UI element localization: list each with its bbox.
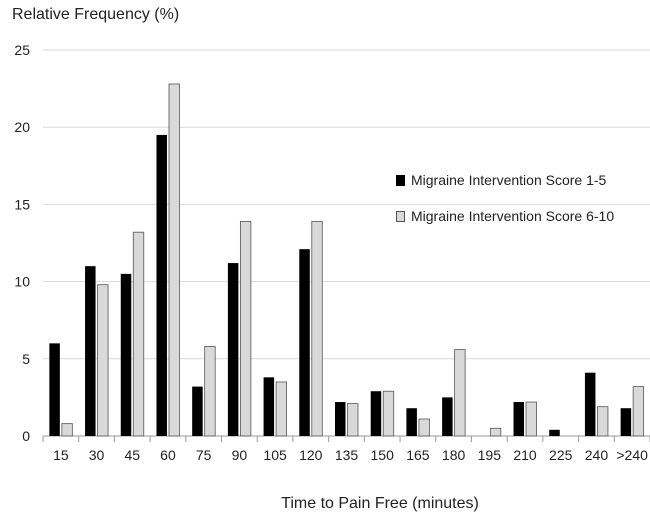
x-tick-label: 150 <box>371 447 395 463</box>
bar-series-2-5 <box>239 220 252 437</box>
x-tick-label: 105 <box>263 447 287 463</box>
bar-series-2-11 <box>454 349 466 437</box>
bar-series-2-10 <box>418 418 430 437</box>
bar-series-2-0 <box>61 423 73 437</box>
x-tick-label: 195 <box>478 447 502 463</box>
legend-label-series-1: Migraine Intervention Score 1-5 <box>411 172 607 188</box>
bar-series-2-13 <box>525 401 537 437</box>
bar-series-1-16 <box>620 408 632 436</box>
x-tick-label: 90 <box>232 447 248 463</box>
legend-label-series-2: Migraine Intervention Score 6-10 <box>411 208 615 224</box>
legend: Migraine Intervention Score 1-5 Migraine… <box>396 170 614 242</box>
y-tick-label: 20 <box>14 119 30 135</box>
bar-series-1-0 <box>49 343 60 436</box>
bar-series-2-4 <box>204 346 216 437</box>
bar-series-1-13 <box>513 402 525 436</box>
bar-series-2-7 <box>311 220 323 437</box>
bar-series-1-15 <box>584 372 596 436</box>
legend-item-series-1: Migraine Intervention Score 1-5 <box>396 170 614 190</box>
bar-series-1-2 <box>120 273 132 436</box>
y-tick-label: 10 <box>14 274 30 290</box>
y-tick-label: 5 <box>22 351 30 367</box>
bar-series-1-5 <box>227 263 239 436</box>
bar-series-2-8 <box>347 403 359 437</box>
bar-series-2-2 <box>132 231 145 437</box>
bar-series-2-9 <box>382 390 395 437</box>
x-axis-title: Time to Pain Free (minutes) <box>281 495 479 512</box>
y-tick-label: 25 <box>14 42 30 58</box>
x-tick-label: 135 <box>335 447 359 463</box>
bar-series-2-1 <box>97 284 109 437</box>
x-tick-label: 45 <box>124 447 140 463</box>
x-tick-label: 165 <box>406 447 430 463</box>
x-tick-label: >240 <box>616 447 648 463</box>
bar-series-1-10 <box>406 408 417 436</box>
x-tick-label: 60 <box>160 447 176 463</box>
x-tick-label: 180 <box>442 447 466 463</box>
bar-series-1-6 <box>263 377 275 436</box>
bar-series-1-11 <box>442 397 453 436</box>
bar-series-1-7 <box>299 249 310 436</box>
x-tick-label: 240 <box>585 447 609 463</box>
bar-chart: 0 5 10 15 20 25 15 30 45 60 75 90 105 120 135 150 165 180… <box>14 42 650 463</box>
x-tick-label: 210 <box>513 447 537 463</box>
y-tick-label: 15 <box>14 196 30 212</box>
legend-swatch-series-2 <box>396 210 405 222</box>
bar-series-2-12 <box>489 427 502 437</box>
x-tick-label: 30 <box>89 447 105 463</box>
bar-series-1-14 <box>549 429 560 436</box>
legend-item-series-2: Migraine Intervention Score 6-10 <box>396 206 614 226</box>
x-tick-label: 225 <box>549 447 573 463</box>
x-tick-label: 120 <box>299 447 323 463</box>
y-axis-title: Relative Frequency (%) <box>12 6 180 23</box>
bar-series-1-8 <box>335 402 346 436</box>
bar-series-2-16 <box>632 386 645 437</box>
x-tick-label: 75 <box>196 447 212 463</box>
bar-series-1-1 <box>85 266 96 436</box>
legend-swatch-series-1 <box>396 174 405 186</box>
bar-series-2-6 <box>275 381 287 437</box>
bar-series-1-4 <box>192 386 203 436</box>
bar-series-2-15 <box>597 406 609 437</box>
x-tick-label: 15 <box>53 447 69 463</box>
bar-series-1-9 <box>370 391 382 436</box>
bar-series-1-3 <box>156 134 167 437</box>
bar-series-2-3 <box>168 83 180 437</box>
y-tick-label: 0 <box>22 428 30 444</box>
